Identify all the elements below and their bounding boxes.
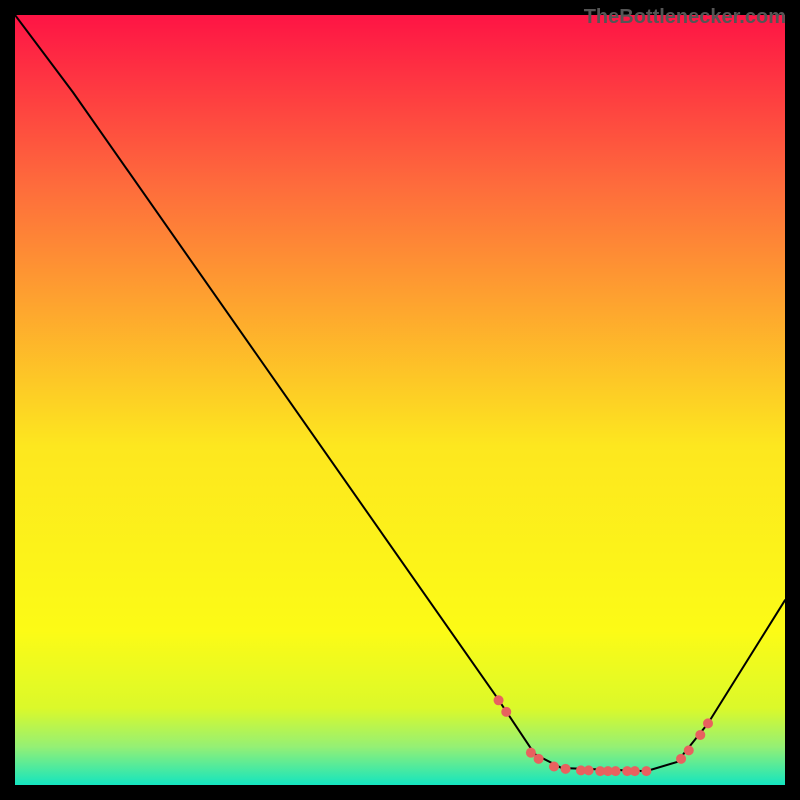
data-marker [501,707,511,717]
plot-area [15,15,785,785]
data-marker [676,754,686,764]
data-marker [561,764,571,774]
plot-svg [15,15,785,785]
data-marker [549,762,559,772]
plot-background [15,15,785,785]
data-marker [611,766,621,776]
chart-container: TheBottlenecker.com [0,0,800,800]
data-marker [494,695,504,705]
data-marker [534,754,544,764]
data-marker [584,765,594,775]
data-marker [684,745,694,755]
data-marker [695,730,705,740]
data-marker [641,766,651,776]
data-marker [630,766,640,776]
watermark-text: TheBottlenecker.com [584,6,786,29]
data-marker [703,718,713,728]
